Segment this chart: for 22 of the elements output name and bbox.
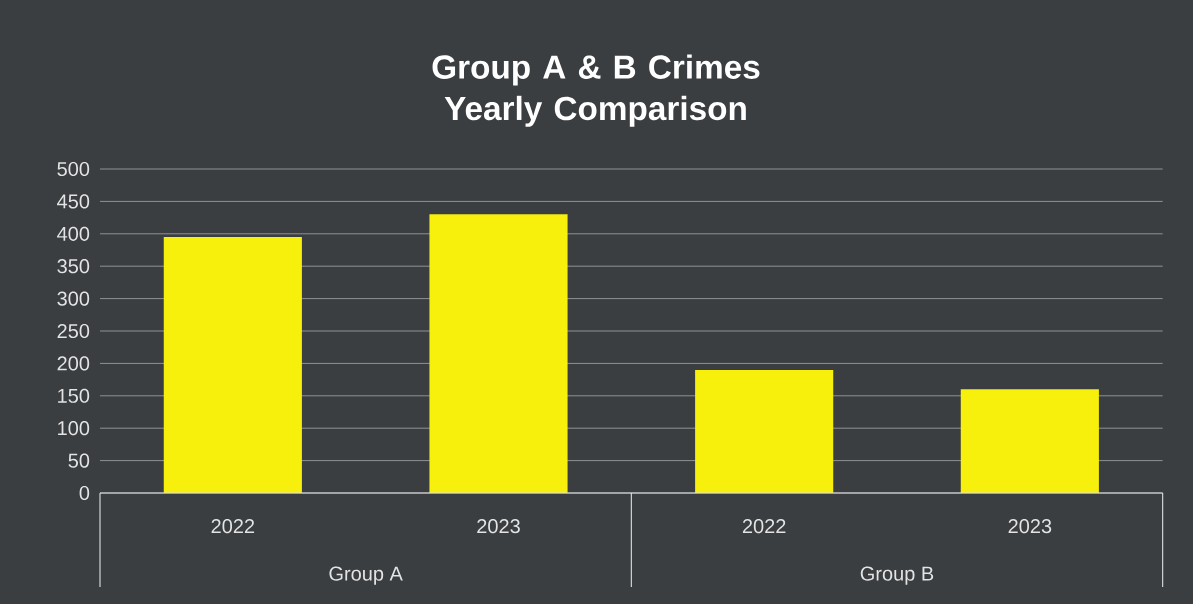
y-tick-label: 450 bbox=[57, 194, 90, 209]
y-tick-label: 150 bbox=[58, 388, 90, 403]
bar bbox=[429, 214, 568, 493]
y-tick-label: 300 bbox=[57, 291, 90, 306]
bar bbox=[163, 237, 302, 493]
text: Group A bbox=[329, 566, 403, 585]
y-tick-label: 100 bbox=[58, 421, 90, 436]
chart-title: Group A & B Crimes Yearly Comparison bbox=[432, 54, 760, 127]
y-tick-label: 500 bbox=[57, 161, 90, 177]
x-tick-label: 2023 bbox=[477, 519, 520, 534]
x-tick-label: 2022 bbox=[742, 519, 786, 534]
y-tick-label: 50 bbox=[68, 453, 90, 468]
y-tick-label: 0 bbox=[79, 485, 90, 501]
x-tick-label: 2023 bbox=[1008, 519, 1052, 534]
y-tick-label: 350 bbox=[57, 259, 90, 274]
y-tick-label: 400 bbox=[57, 226, 90, 241]
y-tick-label: 200 bbox=[57, 356, 90, 371]
bar bbox=[960, 389, 1099, 493]
bar bbox=[695, 369, 834, 493]
y-tick-label: 250 bbox=[57, 323, 90, 339]
x-tick-label: 2022 bbox=[211, 519, 255, 534]
text: Group B bbox=[860, 566, 934, 585]
